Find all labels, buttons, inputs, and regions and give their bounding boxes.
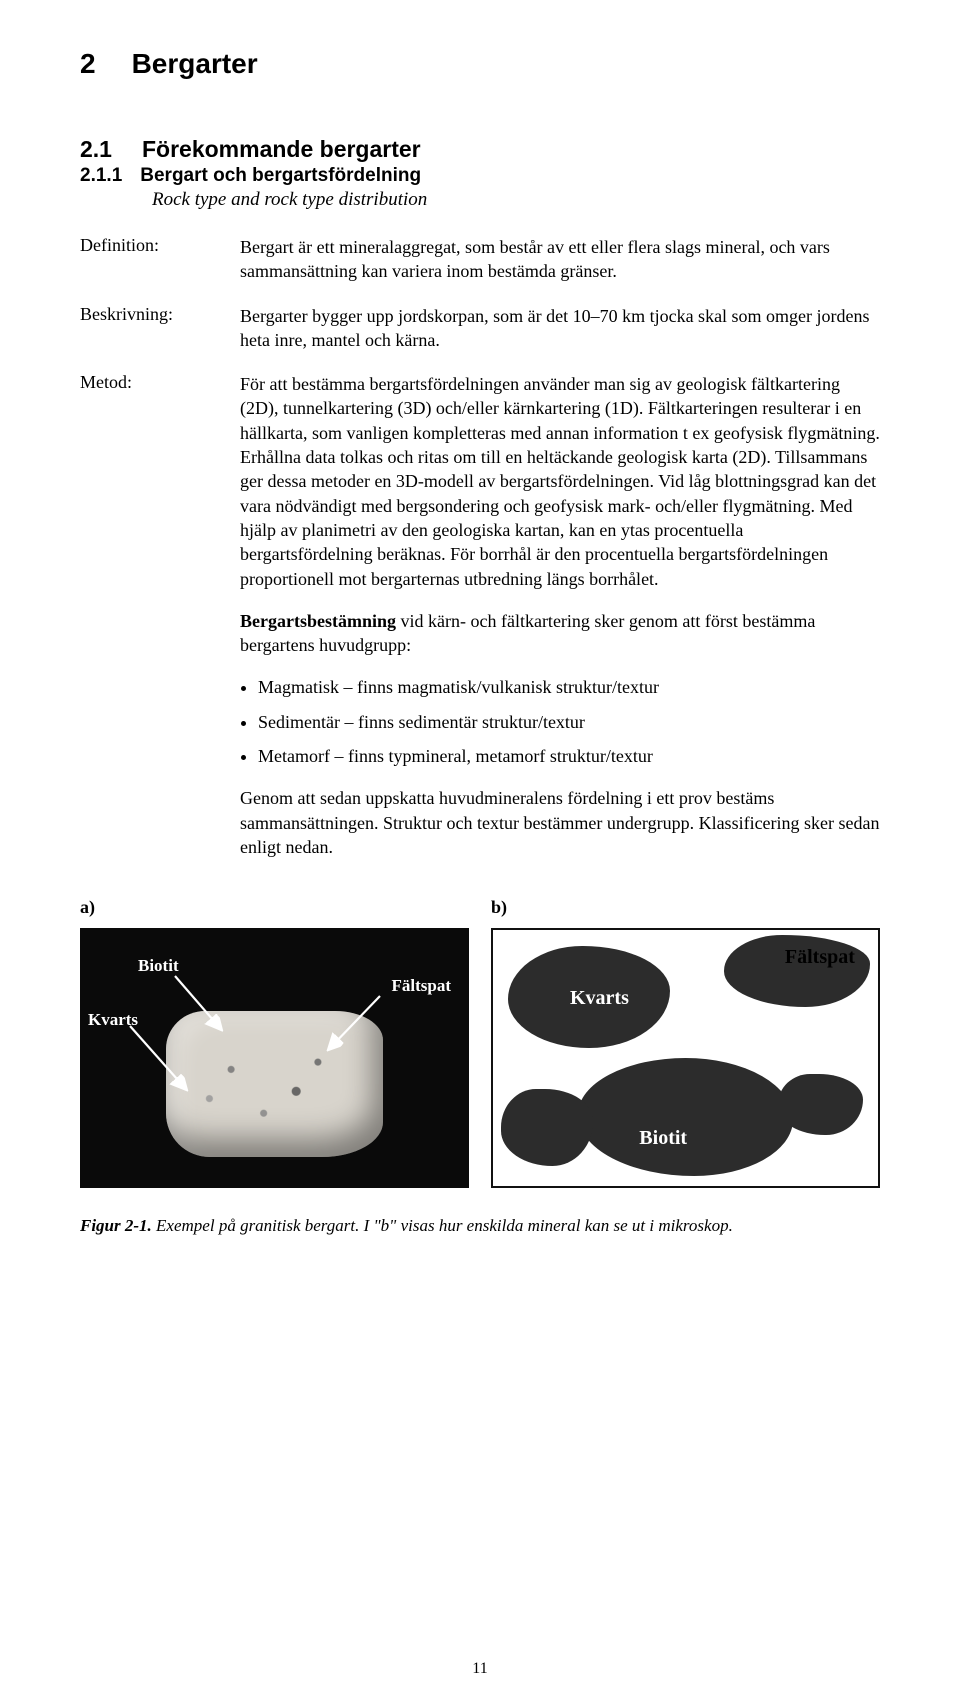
definition-label: Definition: bbox=[80, 235, 240, 284]
subsection-number: 2.1.1 bbox=[80, 165, 122, 187]
metod-body: För att bestämma bergartsfördelningen an… bbox=[240, 372, 880, 877]
subsection-subtitle: Rock type and rock type distribution bbox=[152, 189, 880, 211]
figure-a-col: a) Biotit Kvarts Fältspat bbox=[80, 897, 469, 1188]
chapter-heading: 2 Bergarter bbox=[80, 48, 880, 80]
mic-annot-faltspat: Fältspat bbox=[785, 946, 855, 969]
beskrivning-label: Beskrivning: bbox=[80, 304, 240, 353]
beskrivning-row: Beskrivning: Bergarter bygger upp jordsk… bbox=[80, 304, 880, 353]
figure-caption: Figur 2-1. Exempel på granitisk bergart.… bbox=[80, 1216, 880, 1236]
metod-para2: Bergartsbestämning vid kärn- och fältkar… bbox=[240, 609, 880, 658]
metod-bullets: Magmatisk – finns magmatisk/vulkanisk st… bbox=[240, 675, 880, 768]
bullet-item: Magmatisk – finns magmatisk/vulkanisk st… bbox=[258, 675, 880, 699]
figure-b-box: Kvarts Fältspat Biotit bbox=[491, 928, 880, 1188]
caption-rest: Exempel på granitisk bergart. I "b" visa… bbox=[152, 1216, 733, 1235]
mic-blob bbox=[578, 1058, 794, 1176]
chapter-title: Bergarter bbox=[132, 48, 258, 80]
figure-b-label: b) bbox=[491, 897, 880, 918]
figure-a-box: Biotit Kvarts Fältspat bbox=[80, 928, 469, 1188]
mic-annot-biotit: Biotit bbox=[639, 1127, 687, 1150]
annot-arrows-a bbox=[80, 928, 469, 1188]
mic-blob bbox=[501, 1089, 593, 1166]
definition-text: Bergart är ett mineralaggregat, som best… bbox=[240, 235, 880, 284]
figures-row: a) Biotit Kvarts Fältspat b) bbox=[80, 897, 880, 1188]
definition-row: Definition: Bergart är ett mineralaggreg… bbox=[80, 235, 880, 284]
beskrivning-text: Bergarter bygger upp jordskorpan, som är… bbox=[240, 304, 880, 353]
metod-label: Metod: bbox=[80, 372, 240, 877]
bullet-item: Metamorf – finns typmineral, metamorf st… bbox=[258, 744, 880, 768]
subsection-heading: 2.1.1 Bergart och bergartsfördelning bbox=[80, 165, 880, 187]
mic-blob bbox=[778, 1074, 863, 1135]
metod-para1: För att bestämma bergartsfördelningen an… bbox=[240, 372, 880, 591]
figure-b-col: b) Kvarts Fältspat Biotit bbox=[491, 897, 880, 1188]
metod-para2-lead: Bergartsbestämning bbox=[240, 611, 396, 631]
figure-a-label: a) bbox=[80, 897, 469, 918]
bullet-item: Sedimentär – finns sedimentär struktur/t… bbox=[258, 710, 880, 734]
metod-row: Metod: För att bestämma bergartsfördelni… bbox=[80, 372, 880, 877]
subsection-title: Bergart och bergartsfördelning bbox=[140, 165, 421, 187]
section-number: 2.1 bbox=[80, 136, 112, 163]
page-number: 11 bbox=[0, 1660, 960, 1678]
metod-para3: Genom att sedan uppskatta huvudmineralen… bbox=[240, 786, 880, 859]
section-title: Förekommande bergarter bbox=[142, 136, 421, 163]
chapter-number: 2 bbox=[80, 48, 96, 80]
caption-lead: Figur 2-1. bbox=[80, 1216, 152, 1235]
mic-annot-kvarts: Kvarts bbox=[570, 987, 629, 1010]
section-heading: 2.1 Förekommande bergarter bbox=[80, 136, 880, 163]
